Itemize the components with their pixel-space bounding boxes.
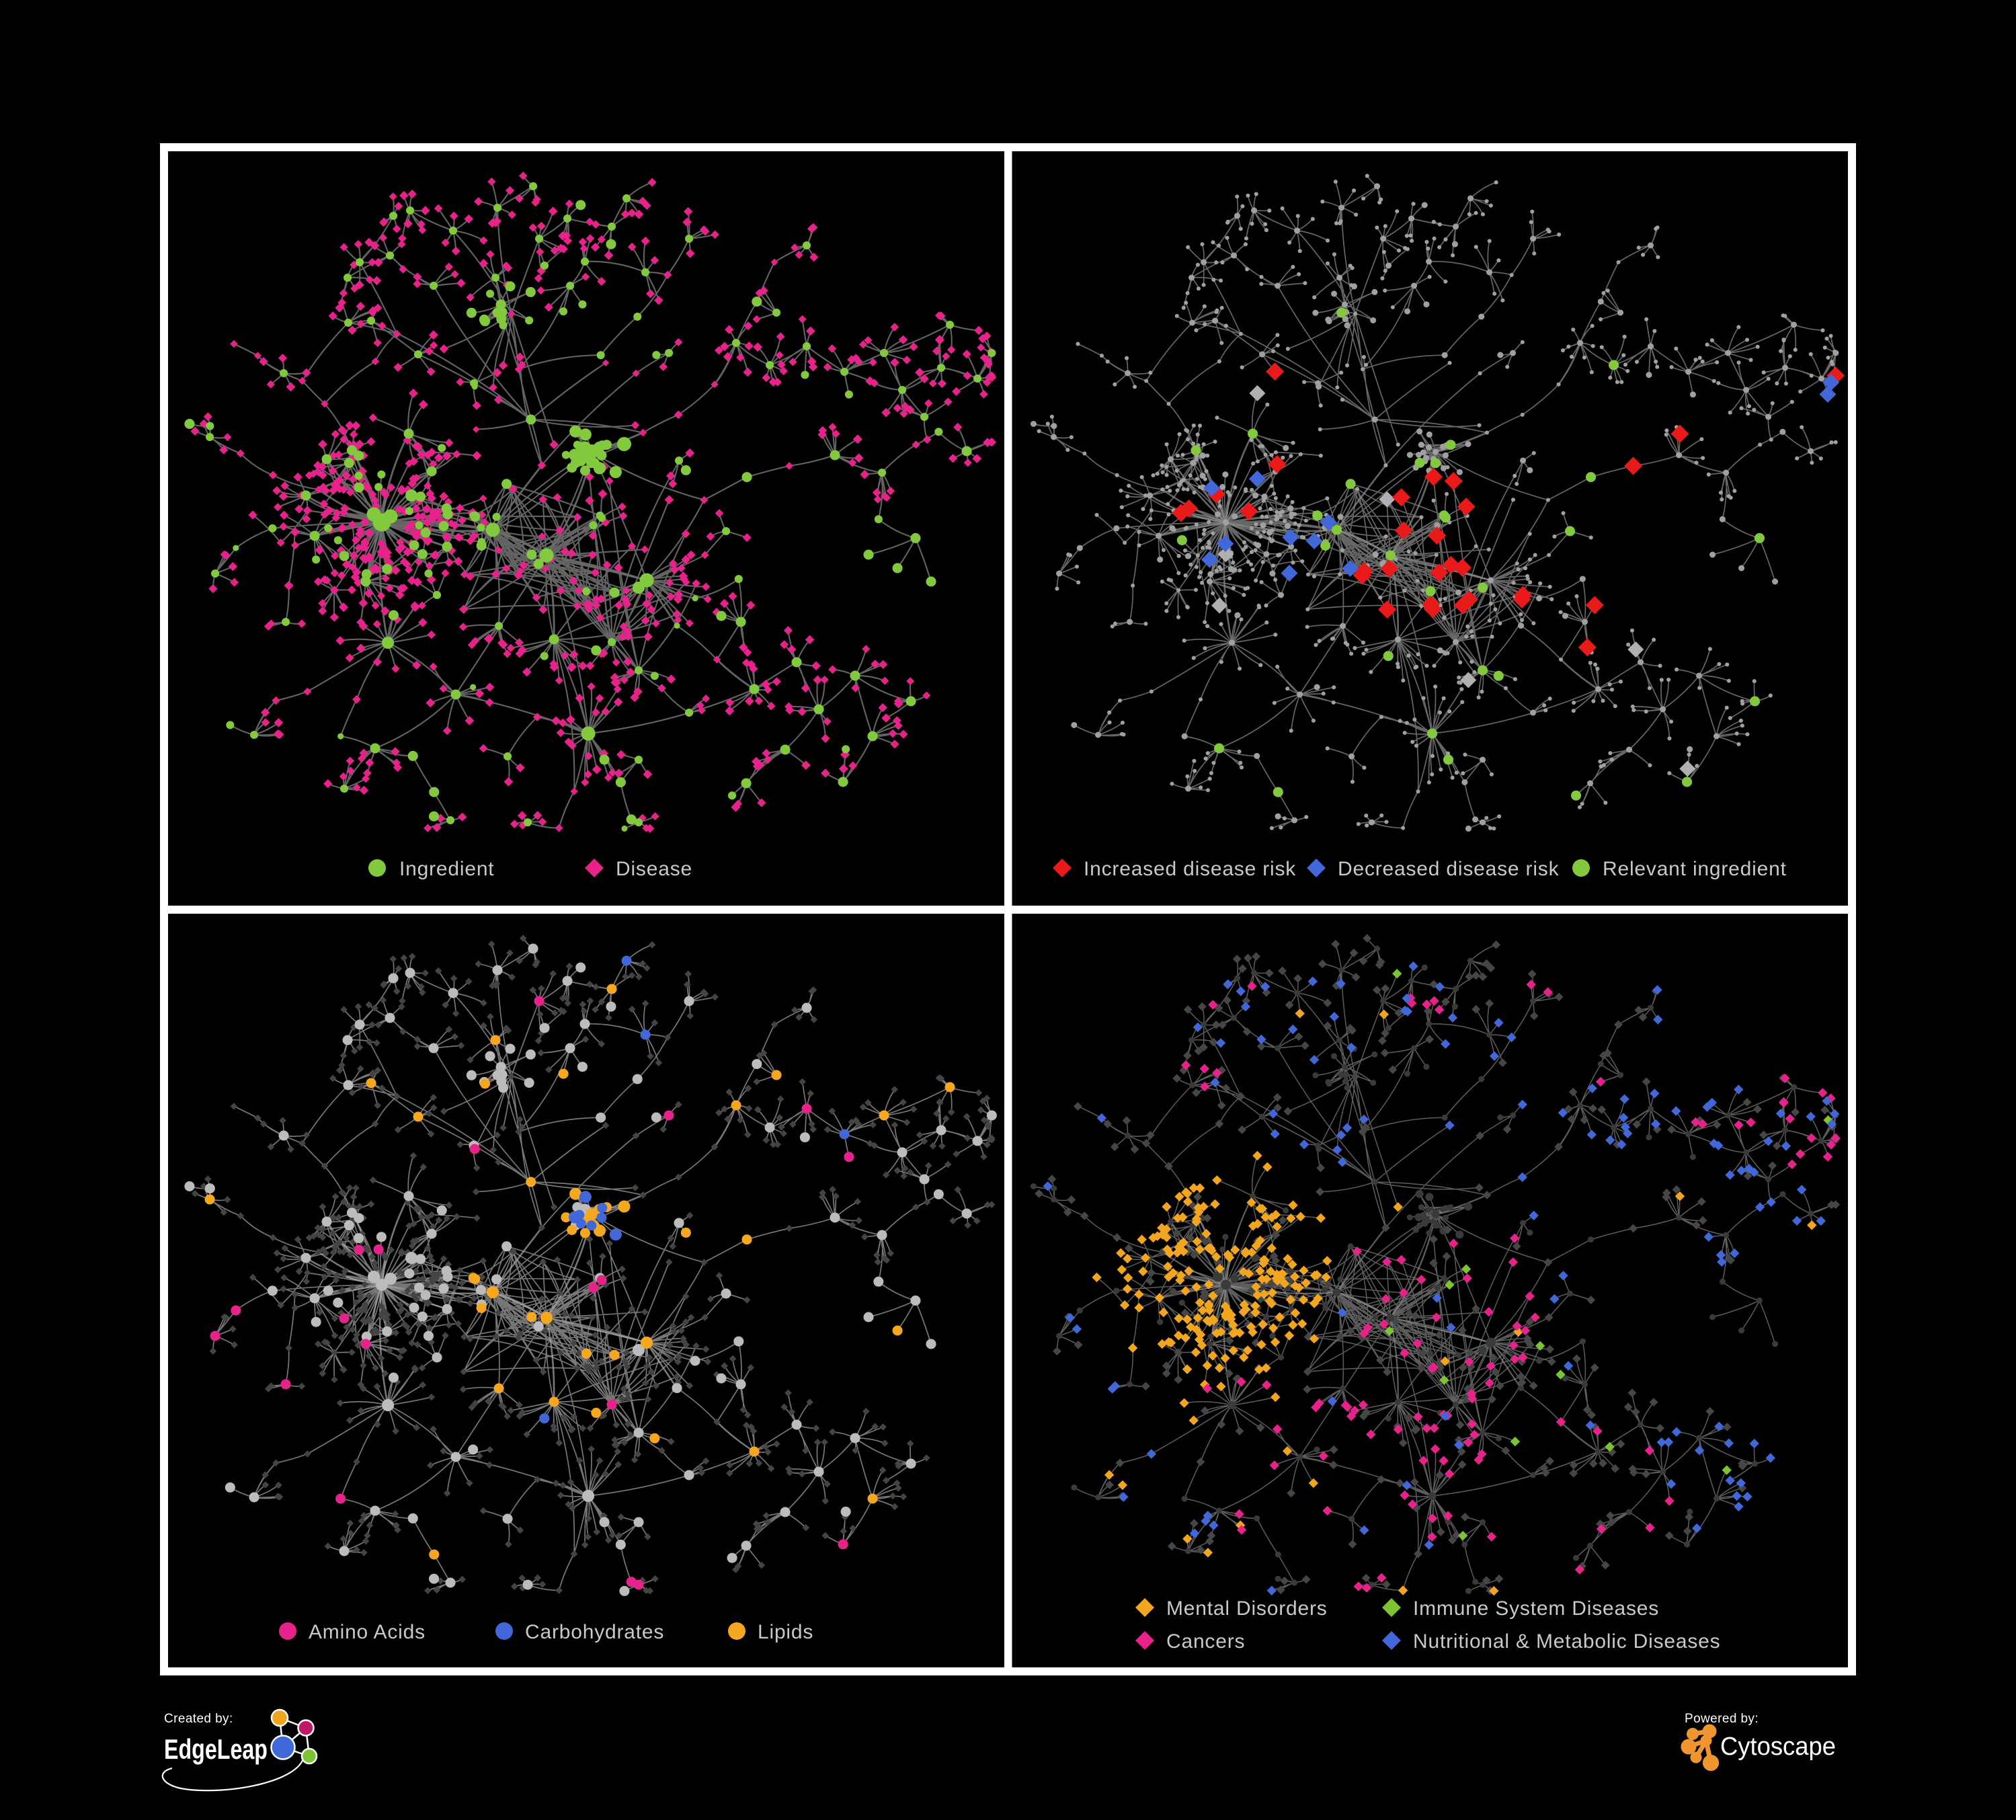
svg-text:Immune System Diseases: Immune System Diseases bbox=[1413, 1597, 1659, 1620]
svg-text:Amino Acids: Amino Acids bbox=[309, 1621, 426, 1643]
svg-text:Lipids: Lipids bbox=[758, 1621, 813, 1643]
svg-text:EdgeLeap: EdgeLeap bbox=[164, 1733, 268, 1765]
svg-text:Nutritional & Metabolic Diseas: Nutritional & Metabolic Diseases bbox=[1413, 1630, 1720, 1653]
svg-text:Powered by:: Powered by: bbox=[1685, 1712, 1759, 1726]
svg-text:Relevant ingredient: Relevant ingredient bbox=[1603, 858, 1787, 880]
svg-text:Disease: Disease bbox=[616, 858, 692, 880]
svg-text:Increased disease risk: Increased disease risk bbox=[1084, 858, 1296, 880]
svg-text:Created by:: Created by: bbox=[164, 1712, 233, 1726]
svg-text:Ingredient: Ingredient bbox=[399, 858, 494, 880]
svg-text:Carbohydrates: Carbohydrates bbox=[525, 1621, 664, 1643]
svg-text:Decreased disease risk: Decreased disease risk bbox=[1338, 858, 1560, 880]
svg-text:Cytoscape: Cytoscape bbox=[1720, 1733, 1836, 1761]
svg-text:Mental Disorders: Mental Disorders bbox=[1166, 1597, 1328, 1620]
svg-text:Cancers: Cancers bbox=[1166, 1630, 1245, 1653]
